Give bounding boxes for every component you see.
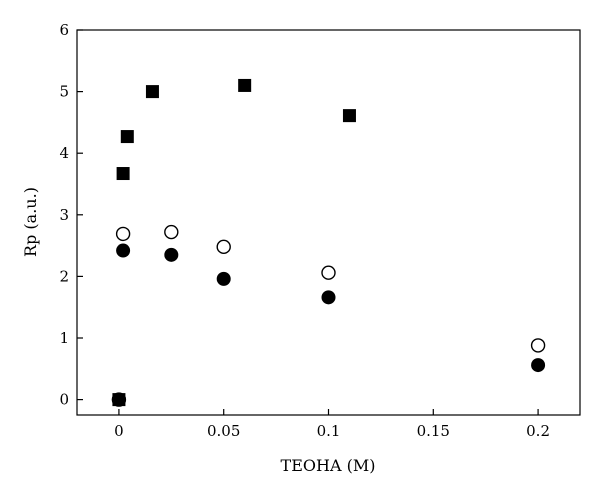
data-point-filled-circle: [116, 243, 131, 258]
data-point-filled-circle: [216, 271, 231, 286]
data-point-open-circle: [530, 338, 546, 353]
x-tick-label: 0.2: [526, 422, 550, 440]
x-axis-title: TEOHA (M): [281, 456, 376, 475]
data-points: [111, 78, 546, 407]
data-point-square: [120, 130, 134, 144]
data-point-filled-circle: [531, 358, 546, 373]
data-point-square: [116, 167, 130, 181]
x-tick-label: 0: [114, 422, 124, 440]
x-tick-label: 0.15: [417, 422, 450, 440]
y-tick-label: 0: [59, 391, 69, 409]
x-tick-label: 0.1: [317, 422, 341, 440]
y-tick-label: 3: [59, 206, 69, 224]
data-point-filled-circle: [111, 392, 126, 407]
data-point-square: [238, 78, 252, 92]
y-tick-label: 1: [59, 329, 69, 347]
x-tick-label: 0.05: [207, 422, 240, 440]
data-point-open-circle: [321, 265, 336, 280]
data-point-filled-circle: [321, 290, 336, 305]
y-tick-label: 4: [59, 144, 69, 162]
y-tick-label: 5: [59, 83, 69, 101]
x-axis: 0 0.05 0.1 0.15 0.2: [114, 409, 550, 440]
data-point-open-circle: [216, 239, 231, 255]
y-axis-title: Rp (a.u.): [21, 187, 40, 257]
data-point-square: [145, 85, 159, 99]
y-tick-label: 6: [59, 21, 69, 39]
data-point-square: [342, 109, 356, 123]
y-tick-label: 2: [59, 267, 69, 285]
data-point-open-circle: [115, 226, 131, 242]
y-axis: 0 1 2 3 4 5 6: [59, 21, 83, 409]
data-point-open-circle: [164, 224, 179, 240]
data-point-filled-circle: [164, 247, 179, 262]
